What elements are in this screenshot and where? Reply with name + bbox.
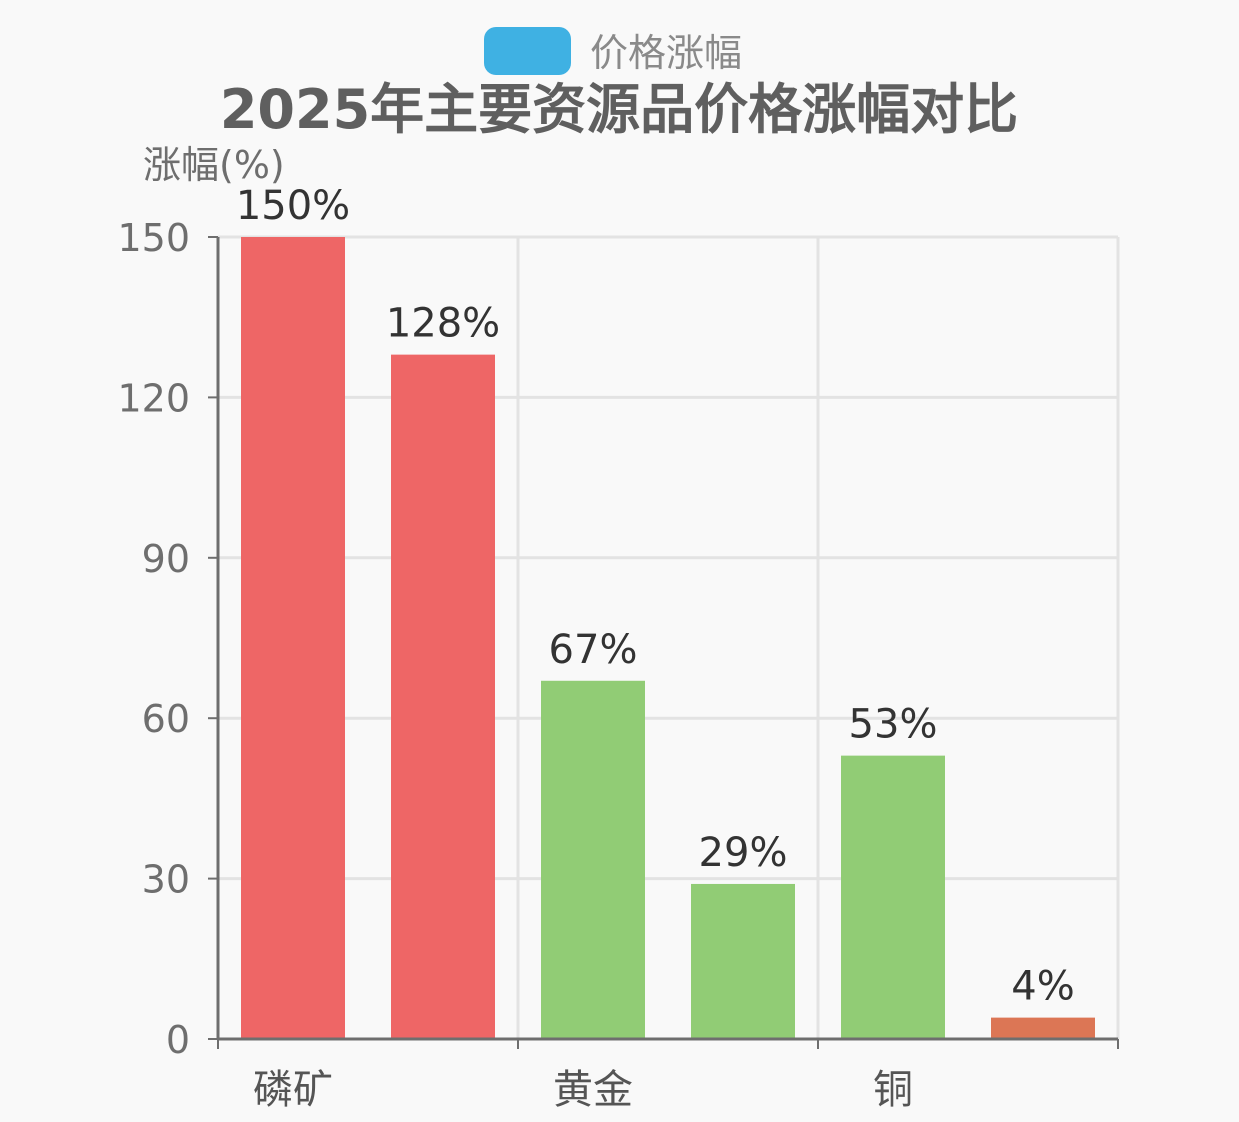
bar-data-label: 4% <box>1011 964 1074 1010</box>
bars <box>241 237 1095 1039</box>
bar-data-label: 67% <box>549 627 638 673</box>
bar[interactable] <box>391 354 495 1039</box>
bar[interactable] <box>991 1017 1095 1039</box>
bar-data-label: 53% <box>849 702 938 748</box>
y-tick-label: 60 <box>142 697 190 741</box>
y-tick-label: 90 <box>142 537 190 581</box>
bar[interactable] <box>541 680 645 1039</box>
x-category-label: 黄金 <box>553 1067 633 1113</box>
x-category-label: 铜 <box>873 1067 913 1113</box>
y-axis-label: 涨幅(%) <box>143 143 285 187</box>
bar[interactable] <box>241 237 345 1039</box>
legend-label: 价格涨幅 <box>590 31 742 75</box>
bar-data-label: 128% <box>386 301 500 347</box>
axes <box>216 237 1118 1041</box>
y-tick-label: 0 <box>166 1018 190 1062</box>
x-axis-ticks: 磷矿 黄金 铜 <box>217 1039 1119 1113</box>
bar[interactable] <box>691 883 795 1039</box>
legend-swatch <box>484 27 571 75</box>
bar[interactable] <box>841 755 945 1039</box>
grid-lines <box>218 235 1120 1039</box>
legend[interactable]: 价格涨幅 <box>484 27 742 75</box>
bar-data-label: 150% <box>236 183 350 229</box>
y-tick-label: 150 <box>117 216 190 260</box>
chart-title: 2025年主要资源品价格涨幅对比 <box>220 78 1018 141</box>
y-tick-label: 30 <box>142 858 190 902</box>
y-tick-label: 120 <box>117 376 190 420</box>
bar-data-label: 29% <box>699 830 788 876</box>
x-category-label: 磷矿 <box>253 1067 333 1113</box>
data-labels: 150% 128% 67% 29% 53% 4% <box>236 183 1075 1010</box>
y-axis-ticks: 0 30 60 90 120 150 <box>117 216 218 1062</box>
